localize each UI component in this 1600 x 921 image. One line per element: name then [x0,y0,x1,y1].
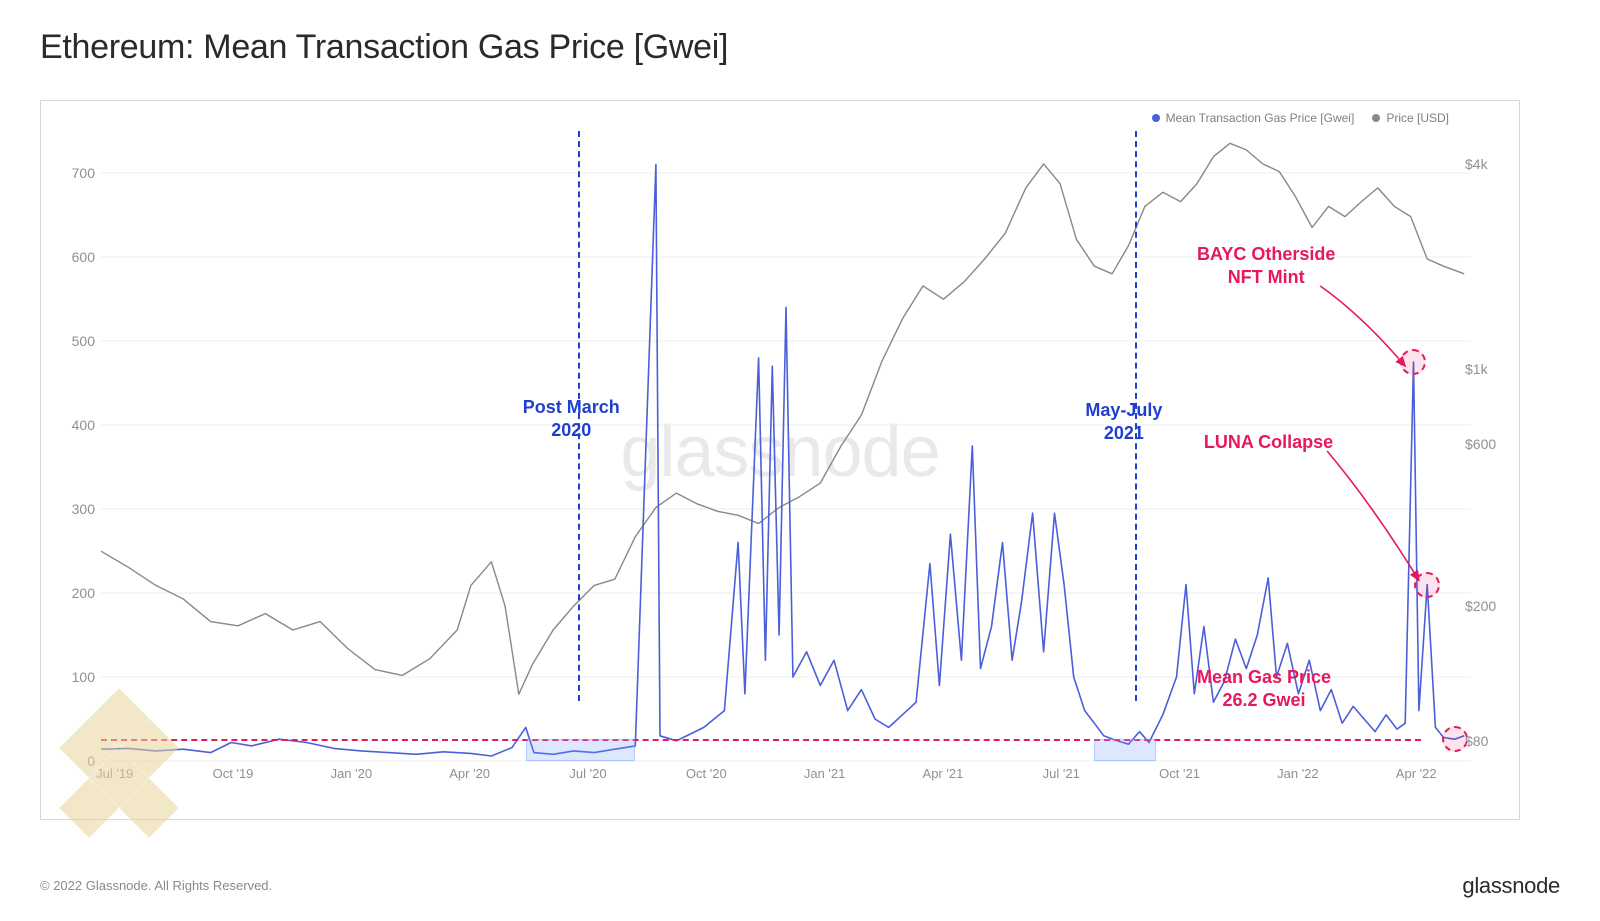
ytick-left: 200 [53,585,95,601]
legend-item-price: Price [USD] [1372,111,1449,125]
xtick: Jan '21 [804,766,846,781]
ytick-right: $600 [1465,436,1507,452]
plot-area: Post March2020May-July2021BAYC Otherside… [101,131,1471,761]
ytick-left: 600 [53,249,95,265]
ytick-right: $4k [1465,156,1507,172]
ytick-right: $200 [1465,598,1507,614]
xtick: Apr '20 [449,766,490,781]
legend-dot-price [1372,114,1380,122]
legend-label-gas: Mean Transaction Gas Price [Gwei] [1166,111,1355,125]
xtick: Oct '20 [686,766,727,781]
legend-item-gas: Mean Transaction Gas Price [Gwei] [1152,111,1355,125]
xtick: Jul '20 [569,766,606,781]
footer-copyright: © 2022 Glassnode. All Rights Reserved. [40,878,272,893]
ytick-left: 500 [53,333,95,349]
event-circle-marker [1400,349,1426,375]
xtick: Jul '19 [96,766,133,781]
brand-label: glassnode [1462,873,1560,899]
event-circle-marker [1414,572,1440,598]
xtick: Apr '22 [1396,766,1437,781]
vertical-marker-line [1135,131,1137,701]
event-circle-marker [1442,726,1468,752]
highlight-region [1094,739,1156,761]
chart-frame: Mean Transaction Gas Price [Gwei] Price … [40,100,1520,820]
legend-label-price: Price [USD] [1386,111,1449,125]
ytick-left: 0 [53,753,95,769]
xtick: Jul '21 [1043,766,1080,781]
xtick: Apr '21 [923,766,964,781]
chart-legend: Mean Transaction Gas Price [Gwei] Price … [1152,111,1449,125]
horizontal-threshold-line [101,739,1421,741]
xtick: Oct '19 [213,766,254,781]
ytick-left: 400 [53,417,95,433]
ytick-left: 700 [53,165,95,181]
xtick: Jan '20 [331,766,373,781]
ytick-right: $80 [1465,733,1507,749]
legend-dot-gas [1152,114,1160,122]
chart-title: Ethereum: Mean Transaction Gas Price [Gw… [40,28,728,67]
xtick: Jan '22 [1277,766,1319,781]
ytick-left: 100 [53,669,95,685]
ytick-left: 300 [53,501,95,517]
ytick-right: $1k [1465,361,1507,377]
vertical-marker-line [578,131,580,701]
chart-svg [101,131,1471,761]
xtick: Oct '21 [1159,766,1200,781]
highlight-region [526,739,636,761]
